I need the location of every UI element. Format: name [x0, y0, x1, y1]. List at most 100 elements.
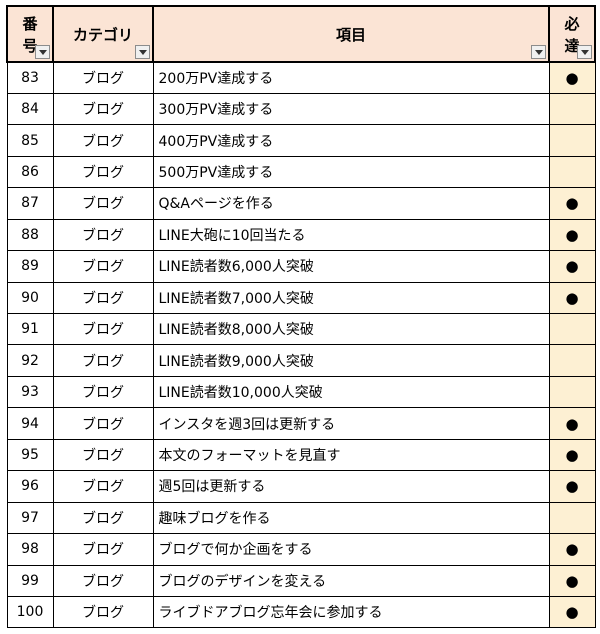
cell-category[interactable]: ブログ [52, 250, 154, 283]
table-row: 94 ブログ インスタを週3回は更新する ● [6, 407, 596, 440]
cell-item[interactable]: 趣味ブログを作る [152, 501, 550, 535]
cell-number[interactable]: 89 [6, 250, 54, 283]
cell-category[interactable]: ブログ [52, 344, 154, 377]
header-required-line2: 達 [564, 37, 580, 55]
cell-number[interactable]: 88 [6, 218, 54, 252]
table-row: 96 ブログ 週5回は更新する ● [6, 470, 596, 503]
goal-table: 番 号 カテゴリ 項目 必 達 [6, 5, 596, 629]
cell-required[interactable]: ● [548, 250, 596, 283]
cell-required[interactable] [548, 155, 596, 189]
cell-number[interactable]: 99 [6, 564, 54, 597]
cell-number[interactable]: 91 [6, 312, 54, 346]
cell-category[interactable]: ブログ [52, 187, 154, 220]
table-row: 85 ブログ 400万PV達成する [6, 124, 596, 157]
filter-dropdown-icon[interactable] [135, 45, 150, 59]
cell-number[interactable]: 90 [6, 281, 54, 315]
cell-category[interactable]: ブログ [52, 564, 154, 597]
table-row: 84 ブログ 300万PV達成する [6, 92, 596, 126]
cell-item[interactable]: 500万PV達成する [152, 155, 550, 189]
cell-number[interactable]: 92 [6, 344, 54, 377]
cell-required[interactable]: ● [548, 281, 596, 315]
cell-category[interactable]: ブログ [52, 501, 154, 535]
cell-number[interactable]: 93 [6, 375, 54, 409]
cell-number[interactable]: 84 [6, 92, 54, 126]
header-required-line1: 必 [564, 15, 580, 33]
cell-item[interactable]: LINE読者数10,000人突破 [152, 375, 550, 409]
cell-required[interactable] [548, 124, 596, 157]
table-row: 88 ブログ LINE大砲に10回当たる ● [6, 218, 596, 252]
cell-required[interactable]: ● [548, 187, 596, 220]
cell-item[interactable]: ブログのデザインを変える [152, 564, 550, 597]
table-row: 95 ブログ 本文のフォーマットを見直す ● [6, 438, 596, 472]
cell-number[interactable]: 100 [6, 595, 54, 629]
cell-category[interactable]: ブログ [52, 595, 154, 629]
cell-item[interactable]: LINE読者数7,000人突破 [152, 281, 550, 315]
cell-required[interactable]: ● [548, 407, 596, 440]
filter-dropdown-icon[interactable] [577, 45, 592, 59]
table-row: 90 ブログ LINE読者数7,000人突破 ● [6, 281, 596, 315]
cell-category[interactable]: ブログ [52, 470, 154, 503]
header-category-label: カテゴリ [72, 25, 133, 44]
header-category: カテゴリ [52, 5, 154, 63]
header-number-line1: 番 [22, 15, 38, 33]
cell-item[interactable]: LINE大砲に10回当たる [152, 218, 550, 252]
cell-item[interactable]: Q&Aページを作る [152, 187, 550, 220]
cell-item[interactable]: 300万PV達成する [152, 92, 550, 126]
cell-item[interactable]: 週5回は更新する [152, 470, 550, 503]
cell-item[interactable]: ブログで何か企画をする [152, 533, 550, 566]
cell-required[interactable]: ● [548, 438, 596, 472]
cell-category[interactable]: ブログ [52, 407, 154, 440]
cell-number[interactable]: 85 [6, 124, 54, 157]
cell-required[interactable] [548, 501, 596, 535]
cell-required[interactable]: ● [548, 218, 596, 252]
cell-required[interactable] [548, 375, 596, 409]
spreadsheet: 番 号 カテゴリ 項目 必 達 [6, 5, 596, 629]
header-row: 番 号 カテゴリ 項目 必 達 [6, 5, 596, 63]
filter-dropdown-icon[interactable] [35, 45, 50, 59]
cell-number[interactable]: 94 [6, 407, 54, 440]
cell-item[interactable]: LINE読者数8,000人突破 [152, 312, 550, 346]
cell-required[interactable] [548, 312, 596, 346]
cell-item[interactable]: LINE読者数6,000人突破 [152, 250, 550, 283]
cell-number[interactable]: 95 [6, 438, 54, 472]
cell-number[interactable]: 98 [6, 533, 54, 566]
cell-category[interactable]: ブログ [52, 312, 154, 346]
header-number: 番 号 [6, 5, 54, 63]
filter-dropdown-icon[interactable] [531, 45, 546, 59]
cell-required[interactable] [548, 344, 596, 377]
cell-category[interactable]: ブログ [52, 124, 154, 157]
cell-item[interactable]: 本文のフォーマットを見直す [152, 438, 550, 472]
cell-category[interactable]: ブログ [52, 92, 154, 126]
cell-required[interactable]: ● [548, 470, 596, 503]
cell-item[interactable]: ライブドアブログ忘年会に参加する [152, 595, 550, 629]
cell-category[interactable]: ブログ [52, 218, 154, 252]
cell-required[interactable]: ● [548, 61, 596, 94]
cell-required[interactable]: ● [548, 595, 596, 629]
cell-number[interactable]: 87 [6, 187, 54, 220]
cell-category[interactable]: ブログ [52, 438, 154, 472]
cell-number[interactable]: 86 [6, 155, 54, 189]
cell-category[interactable]: ブログ [52, 375, 154, 409]
cell-category[interactable]: ブログ [52, 155, 154, 189]
table-row: 83 ブログ 200万PV達成する ● [6, 61, 596, 94]
cell-number[interactable]: 83 [6, 61, 54, 94]
cell-item[interactable]: インスタを週3回は更新する [152, 407, 550, 440]
cell-number[interactable]: 96 [6, 470, 54, 503]
header-item-label: 項目 [335, 25, 366, 44]
cell-item[interactable]: 400万PV達成する [152, 124, 550, 157]
cell-category[interactable]: ブログ [52, 533, 154, 566]
table-row: 93 ブログ LINE読者数10,000人突破 [6, 375, 596, 409]
cell-category[interactable]: ブログ [52, 61, 154, 94]
table-row: 89 ブログ LINE読者数6,000人突破 ● [6, 250, 596, 283]
cell-item[interactable]: LINE読者数9,000人突破 [152, 344, 550, 377]
cell-category[interactable]: ブログ [52, 281, 154, 315]
cell-required[interactable]: ● [548, 533, 596, 566]
cell-item[interactable]: 200万PV達成する [152, 61, 550, 94]
table-row: 87 ブログ Q&Aページを作る ● [6, 187, 596, 220]
header-item: 項目 [152, 5, 550, 63]
cell-required[interactable] [548, 92, 596, 126]
cell-number[interactable]: 97 [6, 501, 54, 535]
cell-required[interactable]: ● [548, 564, 596, 597]
table-row: 91 ブログ LINE読者数8,000人突破 [6, 312, 596, 346]
table-row: 92 ブログ LINE読者数9,000人突破 [6, 344, 596, 377]
